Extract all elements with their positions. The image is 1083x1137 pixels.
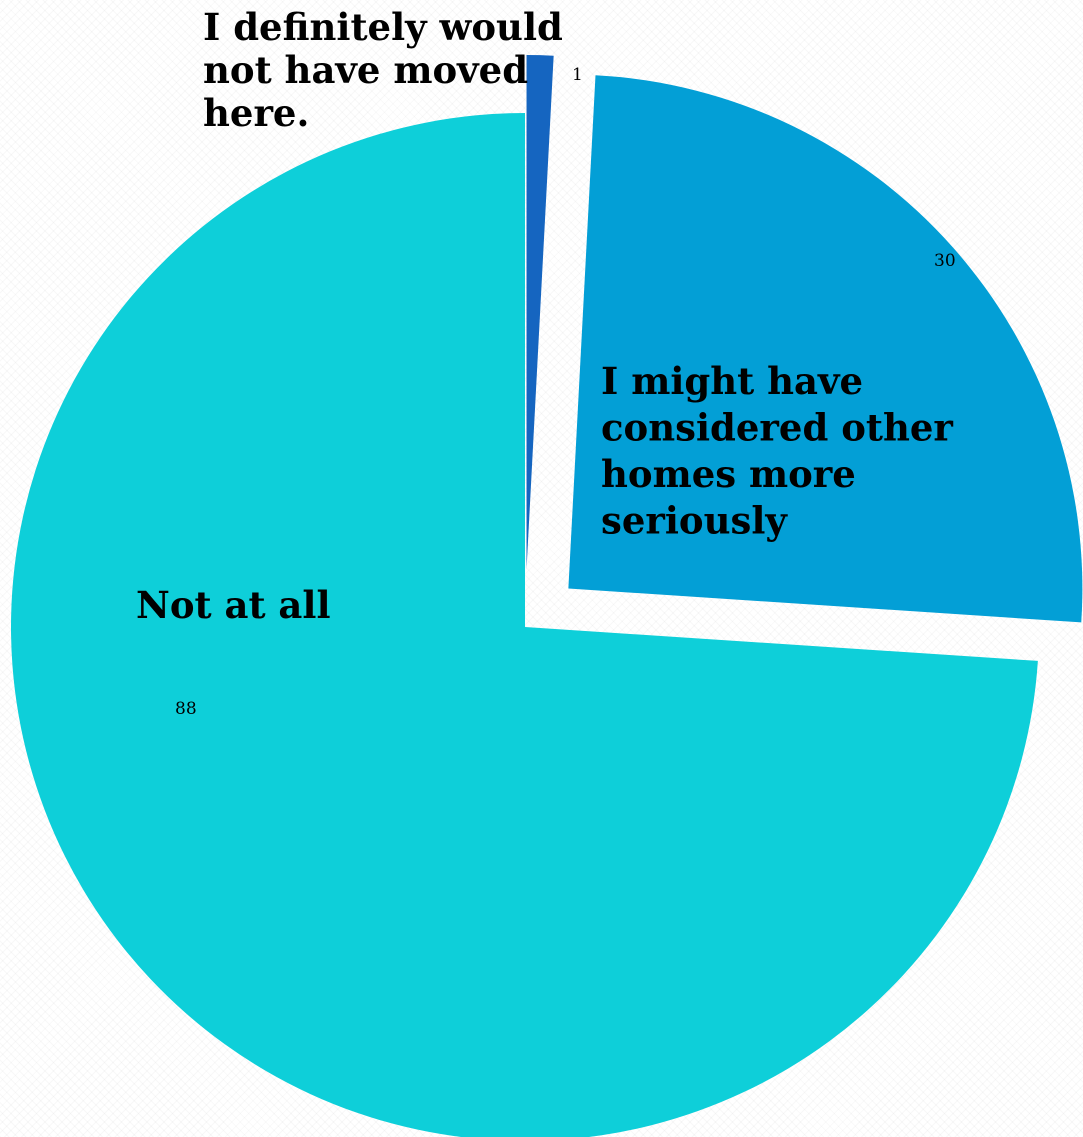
pie-slices xyxy=(11,55,1083,1137)
category-label-not-at-all-line: Not at all xyxy=(136,583,331,627)
category-label-definitely-not-moved-line: not have moved xyxy=(203,48,528,92)
category-label-might-have-considered: I might have considered other homes more se… xyxy=(601,359,953,543)
value-labels: 1 30 88 xyxy=(175,65,956,719)
category-label-definitely-not-moved: I definitely would not have moved here. xyxy=(203,5,563,135)
category-label-might-have-considered-line: homes more xyxy=(601,452,856,496)
category-labels: I definitely would not have moved here. I m… xyxy=(136,5,953,627)
category-label-might-have-considered-line: seriously xyxy=(601,499,788,543)
category-label-definitely-not-moved-line: I definitely would xyxy=(203,5,563,49)
category-label-not-at-all: Not at all xyxy=(136,583,331,627)
value-label-definitely-not-moved: 1 xyxy=(572,65,583,85)
slice-definitely-not-moved xyxy=(526,55,554,570)
category-label-might-have-considered-line: I might have xyxy=(601,359,863,403)
category-label-definitely-not-moved-line: here. xyxy=(203,91,309,135)
slice-might-have-considered xyxy=(568,75,1083,623)
value-label-not-at-all: 88 xyxy=(175,699,197,719)
value-label-might-have-considered: 30 xyxy=(934,251,956,271)
slice-not-at-all xyxy=(11,113,1038,1137)
category-label-might-have-considered-line: considered other xyxy=(601,406,953,450)
